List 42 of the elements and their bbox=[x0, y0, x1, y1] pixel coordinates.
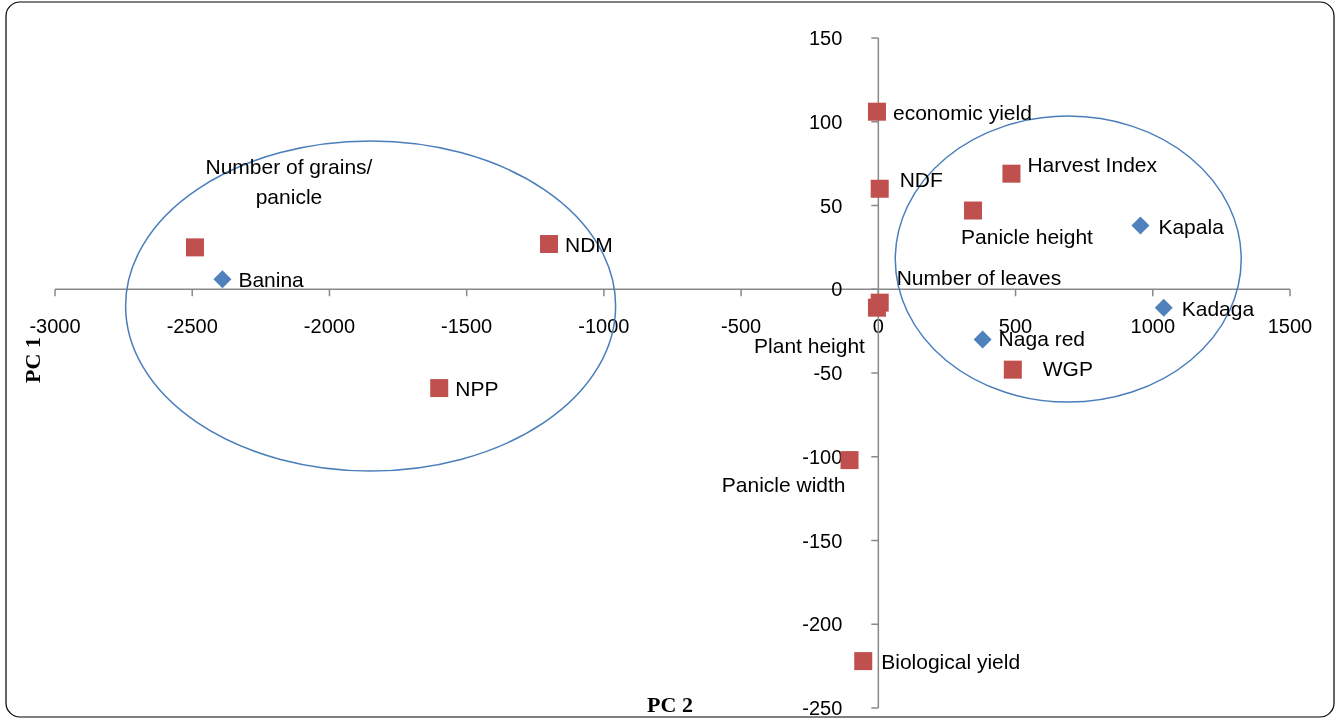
x-tick-label: -2000 bbox=[303, 315, 356, 338]
annotation: economic yield bbox=[892, 100, 1032, 124]
annotation: Panicle width bbox=[721, 473, 846, 497]
point bbox=[430, 379, 449, 398]
point bbox=[964, 201, 983, 220]
annotation: Banina bbox=[238, 268, 305, 292]
x-tick-label: -1500 bbox=[441, 315, 493, 338]
x-axis-title: PC 2 bbox=[647, 692, 693, 717]
point bbox=[867, 298, 886, 317]
x-tick-label: -2500 bbox=[166, 315, 218, 338]
y-tick-label: -200 bbox=[802, 613, 843, 636]
point bbox=[185, 238, 204, 257]
point bbox=[854, 652, 873, 671]
y-tick-label: 0 bbox=[831, 278, 843, 301]
y-tick-label: -100 bbox=[802, 445, 843, 468]
annotation: Number of leaves bbox=[896, 265, 1062, 289]
point bbox=[870, 179, 889, 198]
x-tick-label: 1000 bbox=[1130, 315, 1176, 338]
y-tick-label: -250 bbox=[802, 697, 843, 719]
y-tick-label: 100 bbox=[808, 110, 843, 133]
annotation: WGP bbox=[1042, 356, 1093, 380]
annotation: Biological yield bbox=[881, 650, 1021, 674]
y-tick-label: -150 bbox=[802, 529, 843, 552]
point bbox=[213, 270, 232, 289]
y-tick-label: 150 bbox=[808, 27, 843, 49]
annotation: NPP bbox=[455, 377, 499, 401]
point bbox=[1002, 164, 1021, 183]
point bbox=[1003, 360, 1022, 379]
x-tick-label: 1500 bbox=[1267, 315, 1313, 338]
point bbox=[1131, 216, 1150, 235]
point bbox=[840, 451, 859, 470]
y-axis-title: PC 1 bbox=[20, 337, 45, 383]
y-tick-label: -50 bbox=[813, 362, 843, 384]
x-tick-label: -3000 bbox=[29, 315, 81, 338]
point bbox=[1154, 298, 1173, 317]
annotation: Kapala bbox=[1158, 214, 1225, 238]
annotation: Panicle height bbox=[961, 224, 1094, 248]
point bbox=[540, 235, 558, 254]
y-tick-label: 50 bbox=[820, 194, 843, 217]
point bbox=[867, 102, 886, 121]
annotation: Harvest Index bbox=[1027, 152, 1158, 176]
point bbox=[973, 330, 992, 349]
